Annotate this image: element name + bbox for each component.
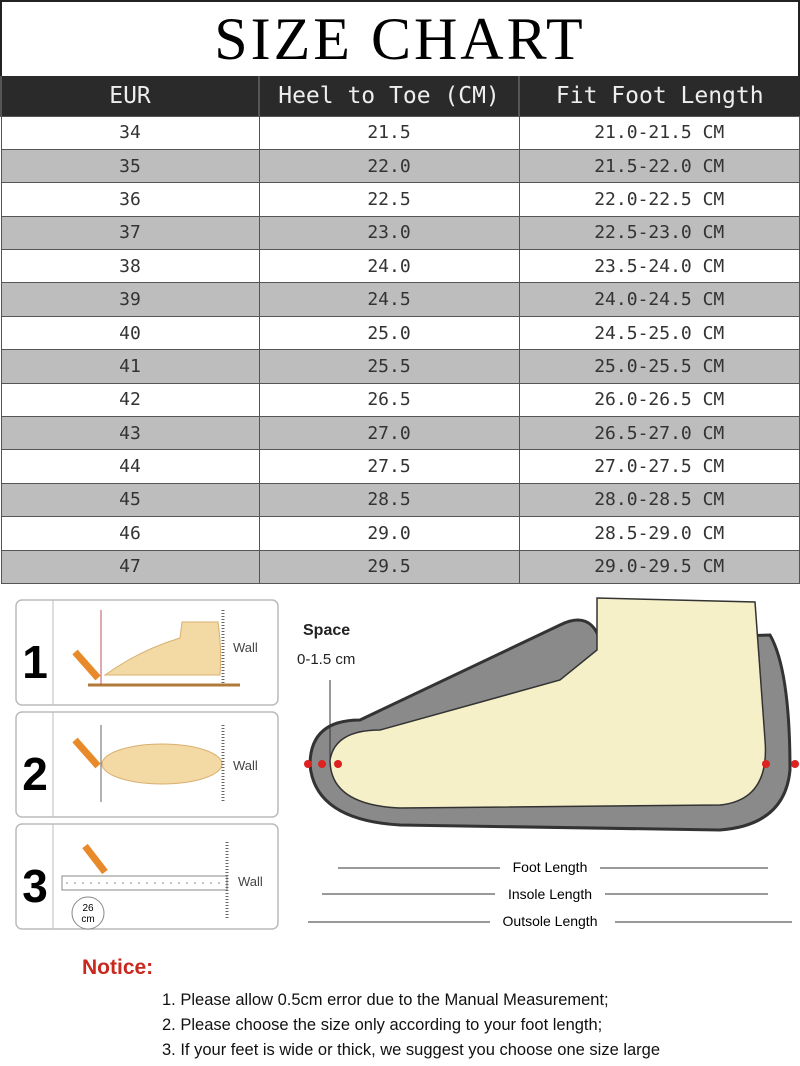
header-eur: EUR bbox=[0, 76, 259, 116]
heel-to-toe-cell: 27.0 bbox=[258, 416, 520, 451]
fit-foot-length-cell: 29.0-29.5 CM bbox=[518, 549, 800, 584]
table-row: 41 25.5 25.0-25.5 CM bbox=[0, 349, 800, 384]
table-row: 35 22.0 21.5-22.0 CM bbox=[0, 148, 800, 184]
ruler-unit: cm bbox=[81, 914, 94, 925]
size-table: EUR Heel to Toe (CM) Fit Foot Length 34 2… bbox=[0, 76, 800, 584]
eur-cell: 42 bbox=[0, 382, 260, 418]
eur-cell: 35 bbox=[0, 148, 260, 184]
notice-item: 1. Please allow 0.5cm error due to the M… bbox=[162, 991, 609, 1009]
fit-foot-length-cell: 28.0-28.5 CM bbox=[518, 482, 800, 518]
foot-top-icon bbox=[101, 743, 223, 785]
table-row: 38 24.0 23.5-24.0 CM bbox=[0, 249, 800, 284]
shoe-diagram: Space 0-1.5 cm Foot Length Insole Length… bbox=[297, 597, 799, 931]
heel-to-toe-cell: 28.5 bbox=[258, 482, 520, 518]
foot-in-shoe-icon bbox=[329, 597, 767, 809]
fit-foot-length-cell: 24.0-24.5 CM bbox=[518, 282, 800, 317]
step-3-panel: 3 26 cm Wall bbox=[15, 823, 279, 930]
table-row: 45 28.5 28.0-28.5 CM bbox=[0, 482, 800, 518]
heel-to-toe-cell: 25.0 bbox=[258, 315, 520, 351]
eur-cell: 44 bbox=[0, 449, 260, 484]
notice-title: Notice: bbox=[82, 956, 154, 979]
heel-to-toe-cell: 29.5 bbox=[258, 549, 520, 584]
fit-foot-length-cell: 24.5-25.0 CM bbox=[518, 315, 800, 351]
header-heel-to-toe: Heel to Toe (CM) bbox=[258, 76, 519, 116]
wall-label: Wall bbox=[233, 758, 258, 773]
eur-cell: 40 bbox=[0, 315, 260, 351]
heel-to-toe-cell: 24.5 bbox=[258, 282, 520, 317]
eur-cell: 38 bbox=[0, 249, 260, 284]
fit-foot-length-cell: 26.5-27.0 CM bbox=[518, 416, 800, 451]
fit-foot-length-cell: 28.5-29.0 CM bbox=[518, 516, 800, 551]
notice-item: 2. Please choose the size only according… bbox=[162, 1016, 603, 1034]
space-value: 0-1.5 cm bbox=[297, 651, 355, 668]
table-row: 44 27.5 27.0-27.5 CM bbox=[0, 449, 800, 484]
fit-foot-length-cell: 21.5-22.0 CM bbox=[518, 148, 800, 184]
wall-label: Wall bbox=[233, 640, 258, 655]
heel-to-toe-cell: 22.5 bbox=[258, 182, 520, 217]
step-1-number: 1 bbox=[22, 636, 48, 688]
heel-to-toe-cell: 29.0 bbox=[258, 516, 520, 551]
wall-label: Wall bbox=[238, 874, 263, 889]
heel-to-toe-cell: 22.0 bbox=[258, 148, 520, 184]
fit-foot-length-cell: 22.0-22.5 CM bbox=[518, 182, 800, 217]
measurement-illustration: 1 Wall 2 Wall 3 26 cm Wall Space 0-1.5 c… bbox=[15, 597, 799, 931]
ruler-value: 26 bbox=[82, 903, 94, 914]
step-3-number: 3 bbox=[22, 860, 48, 912]
table-row: 42 26.5 26.0-26.5 CM bbox=[0, 382, 800, 418]
eur-cell: 43 bbox=[0, 416, 260, 451]
fit-foot-length-cell: 21.0-21.5 CM bbox=[518, 115, 800, 150]
outsole-length-label: Outsole Length bbox=[503, 913, 598, 929]
eur-cell: 37 bbox=[0, 215, 260, 251]
table-row: 40 25.0 24.5-25.0 CM bbox=[0, 315, 800, 351]
fit-foot-length-cell: 25.0-25.5 CM bbox=[518, 349, 800, 384]
table-row: 47 29.5 29.0-29.5 CM bbox=[0, 549, 800, 584]
heel-to-toe-cell: 26.5 bbox=[258, 382, 520, 418]
fit-foot-length-cell: 27.0-27.5 CM bbox=[518, 449, 800, 484]
fit-foot-length-cell: 26.0-26.5 CM bbox=[518, 382, 800, 418]
eur-cell: 41 bbox=[0, 349, 260, 384]
pencil-icon bbox=[72, 737, 101, 769]
step-2-number: 2 bbox=[22, 748, 48, 800]
header-fit-foot-length: Fit Foot Length bbox=[518, 76, 800, 116]
notice-item: 3. If your feet is wide or thick, we sug… bbox=[162, 1041, 661, 1059]
table-header-row: EUR Heel to Toe (CM) Fit Foot Length bbox=[0, 76, 800, 116]
table-row: 36 22.5 22.0-22.5 CM bbox=[0, 182, 800, 217]
eur-cell: 46 bbox=[0, 516, 260, 551]
heel-to-toe-cell: 27.5 bbox=[258, 449, 520, 484]
step-1-panel: 1 Wall bbox=[15, 599, 279, 706]
step-2-panel: 2 Wall bbox=[15, 711, 279, 818]
eur-cell: 39 bbox=[0, 282, 260, 317]
ruler-icon bbox=[61, 875, 228, 891]
table-row: 46 29.0 28.5-29.0 CM bbox=[0, 516, 800, 551]
pencil-icon bbox=[82, 843, 108, 875]
heel-to-toe-cell: 23.0 bbox=[258, 215, 520, 251]
heel-to-toe-cell: 21.5 bbox=[258, 115, 520, 150]
table-row: 43 27.0 26.5-27.0 CM bbox=[0, 416, 800, 451]
space-label: Space bbox=[303, 622, 350, 639]
eur-cell: 45 bbox=[0, 482, 260, 518]
table-row: 34 21.5 21.0-21.5 CM bbox=[0, 115, 800, 150]
heel-to-toe-cell: 24.0 bbox=[258, 249, 520, 284]
foot-side-icon bbox=[103, 621, 222, 676]
eur-cell: 47 bbox=[0, 549, 260, 584]
fit-foot-length-cell: 23.5-24.0 CM bbox=[518, 249, 800, 284]
table-row: 37 23.0 22.5-23.0 CM bbox=[0, 215, 800, 251]
eur-cell: 36 bbox=[0, 182, 260, 217]
page-title: SIZE CHART bbox=[0, 0, 800, 76]
fit-foot-length-cell: 22.5-23.0 CM bbox=[518, 215, 800, 251]
insole-length-label: Insole Length bbox=[508, 886, 592, 902]
eur-cell: 34 bbox=[0, 115, 260, 150]
heel-to-toe-cell: 25.5 bbox=[258, 349, 520, 384]
table-row: 39 24.5 24.0-24.5 CM bbox=[0, 282, 800, 317]
pencil-icon bbox=[72, 649, 101, 681]
foot-length-label: Foot Length bbox=[513, 859, 588, 875]
